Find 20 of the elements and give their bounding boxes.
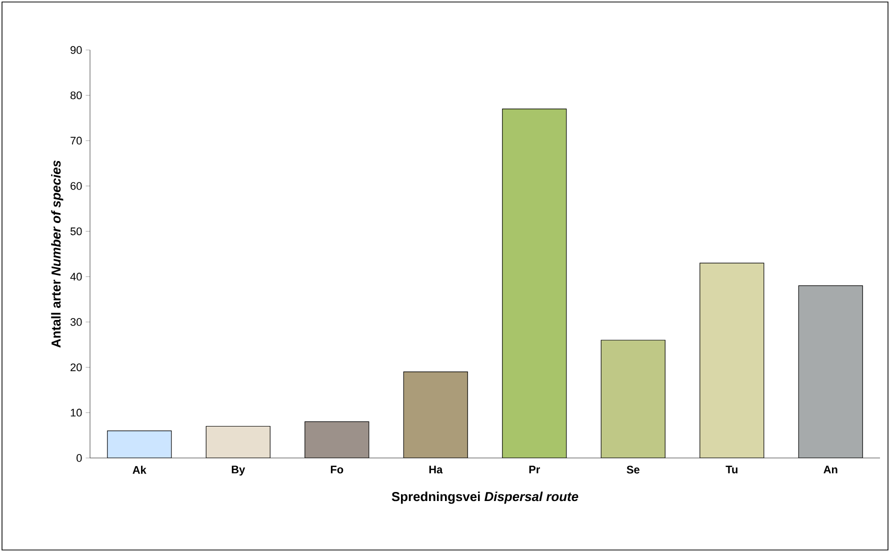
y-tick-label: 50 (70, 227, 82, 236)
y-tick-label: 40 (70, 272, 82, 281)
y-tick-label: 70 (70, 136, 82, 145)
y-tick-label: 20 (70, 363, 82, 372)
y-tick-label: 80 (70, 91, 82, 100)
x-tick-label: Tu (726, 466, 738, 474)
x-tick-label: An (824, 466, 838, 474)
y-tick-label: 60 (70, 182, 82, 190)
y-tick-label: 0 (76, 454, 82, 462)
y-axis-title: Antall arter Number of species (51, 160, 64, 348)
y-tick-label: 10 (70, 408, 82, 417)
x-tick-label: By (232, 466, 246, 476)
y-tick-label: 30 (70, 318, 82, 326)
x-tick-label: Pr (529, 466, 540, 474)
y-tick-label: 90 (70, 46, 82, 54)
x-axis-title: Spredningsvei Dispersal route (392, 492, 578, 504)
x-tick-label: Ha (429, 466, 443, 474)
x-tick-label: Ak (132, 466, 146, 474)
x-tick-label: Fo (330, 466, 344, 474)
x-tick-label: Se (626, 466, 640, 474)
